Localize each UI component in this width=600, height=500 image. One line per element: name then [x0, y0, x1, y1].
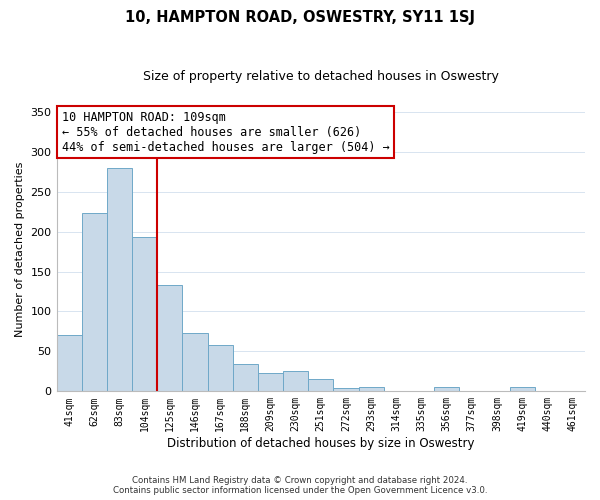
Bar — [132, 237, 157, 392]
Text: 10, HAMPTON ROAD, OSWESTRY, SY11 1SJ: 10, HAMPTON ROAD, OSWESTRY, SY11 1SJ — [125, 10, 475, 25]
Text: Contains HM Land Registry data © Crown copyright and database right 2024.
Contai: Contains HM Land Registry data © Crown c… — [113, 476, 487, 495]
Bar — [208, 345, 233, 392]
Title: Size of property relative to detached houses in Oswestry: Size of property relative to detached ho… — [143, 70, 499, 83]
Bar — [308, 380, 334, 392]
Text: 10 HAMPTON ROAD: 109sqm
← 55% of detached houses are smaller (626)
44% of semi-d: 10 HAMPTON ROAD: 109sqm ← 55% of detache… — [62, 110, 389, 154]
Bar — [258, 373, 283, 392]
Bar — [107, 168, 132, 392]
Bar — [233, 364, 258, 392]
Bar — [334, 388, 359, 392]
Bar — [509, 386, 535, 392]
Bar — [560, 390, 585, 392]
Bar — [182, 333, 208, 392]
Bar — [82, 213, 107, 392]
Bar — [434, 386, 459, 392]
Bar — [56, 336, 82, 392]
Y-axis label: Number of detached properties: Number of detached properties — [15, 162, 25, 337]
Bar — [359, 386, 383, 392]
Bar — [283, 372, 308, 392]
Bar — [157, 285, 182, 392]
X-axis label: Distribution of detached houses by size in Oswestry: Distribution of detached houses by size … — [167, 437, 475, 450]
